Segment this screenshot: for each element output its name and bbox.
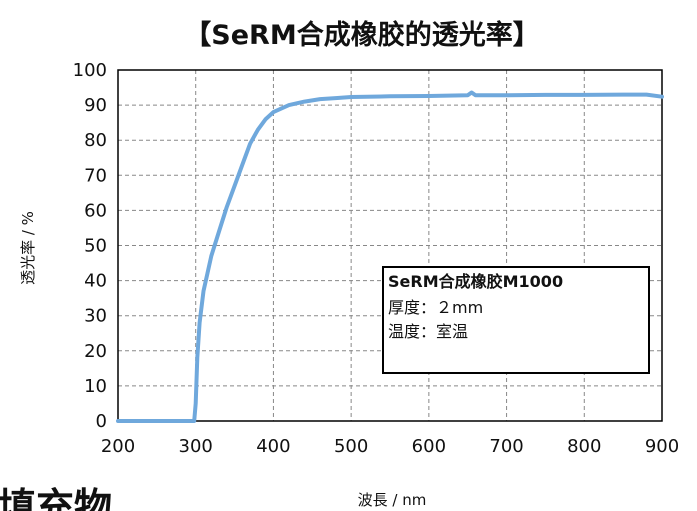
x-tick-label: 200 <box>101 436 135 457</box>
y-axis-label: 透光率 / % <box>19 211 37 285</box>
partial-heading-text: 填充物 <box>0 485 112 511</box>
grid <box>118 70 662 421</box>
y-tick-label: 20 <box>84 341 107 362</box>
y-tick-label: 100 <box>73 60 107 81</box>
annotation-thickness: 厚度：２mm <box>388 298 483 317</box>
x-tick-label: 400 <box>256 436 290 457</box>
x-axis-label: 波長 / nm <box>358 491 427 509</box>
x-tick-label: 700 <box>489 436 523 457</box>
y-tick-label: 90 <box>84 95 107 116</box>
y-axis: 0 10 20 30 40 50 60 70 80 90 100 <box>73 60 107 432</box>
x-tick-label: 600 <box>412 436 446 457</box>
annotation-box-title: SeRM合成橡胶M1000 <box>388 272 563 291</box>
y-tick-label: 40 <box>84 271 107 292</box>
y-tick-label: 70 <box>84 165 107 186</box>
y-tick-label: 30 <box>84 306 107 327</box>
annotation-box: SeRM合成橡胶M1000 厚度：２mm 温度：室温 <box>382 266 650 374</box>
y-tick-label: 80 <box>84 130 107 151</box>
x-axis: 200 300 400 500 600 700 800 900 <box>101 436 679 457</box>
x-tick-label: 900 <box>645 436 679 457</box>
plot-area <box>117 69 663 422</box>
x-tick-label: 300 <box>179 436 213 457</box>
y-tick-label: 10 <box>84 376 107 397</box>
y-tick-label: 0 <box>96 411 107 432</box>
annotation-temperature: 温度：室温 <box>388 322 468 341</box>
transmittance-series-line <box>116 90 664 423</box>
x-tick-label: 500 <box>334 436 368 457</box>
x-tick-label: 800 <box>567 436 601 457</box>
annotation-box-frame <box>382 266 650 374</box>
y-tick-label: 60 <box>84 200 107 221</box>
chart-title: 【SeRM合成橡胶的透光率】 <box>184 19 539 51</box>
y-tick-label: 50 <box>84 236 107 257</box>
